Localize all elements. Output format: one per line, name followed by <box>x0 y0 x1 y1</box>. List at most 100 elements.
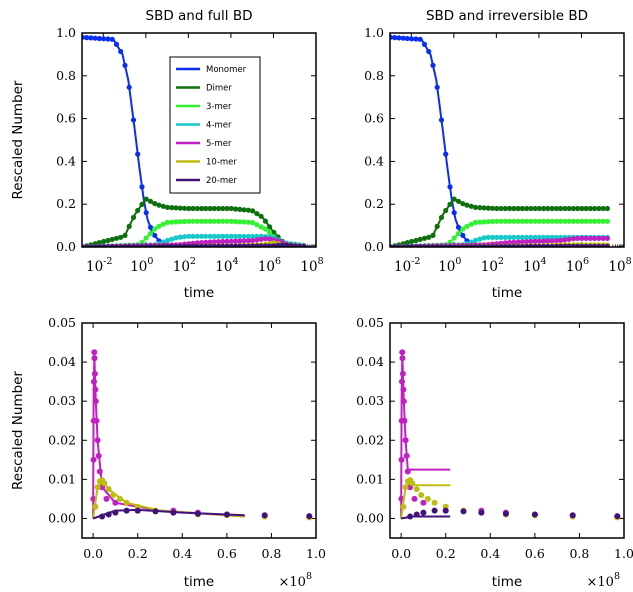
x-tick-label: 0.4 <box>172 546 192 561</box>
y-tick-label: 0.01 <box>356 471 384 486</box>
x-tick-exponent: 2 <box>190 256 196 267</box>
data-point-5-mer <box>233 238 239 244</box>
data-point-10-mer <box>409 480 416 487</box>
data-point-dimer <box>169 205 175 211</box>
data-point-4-mer <box>224 233 230 239</box>
data-point-dimer <box>536 205 542 212</box>
data-point-dimer <box>451 196 457 202</box>
data-point-5-mer <box>541 238 547 244</box>
x-tick-exponent: 4 <box>232 256 238 267</box>
plot-area <box>390 34 611 247</box>
data-point-20-mer <box>301 243 307 247</box>
x-offset-label: ×108 <box>587 571 620 590</box>
data-point-4-mer <box>528 234 534 240</box>
y-tick-label: 0.2 <box>56 196 76 211</box>
data-point-dimer <box>254 211 260 217</box>
x-tick-label: 0.6 <box>217 546 237 561</box>
data-point-20-mer <box>528 243 534 247</box>
data-point-dimer <box>203 205 209 212</box>
data-point-5-mer <box>103 495 110 502</box>
data-point-3-mer <box>455 230 462 237</box>
data-point-dimer <box>160 203 166 209</box>
series-line-5-mer <box>400 354 451 519</box>
data-point-3-mer <box>558 218 564 224</box>
x-axis-label: time <box>184 285 215 301</box>
data-point-20-mer <box>123 507 130 514</box>
y-tick-label: 0.03 <box>48 393 76 408</box>
x-tick-label: 106 <box>258 256 281 275</box>
data-point-3-mer <box>262 226 268 232</box>
data-point-3-mer <box>464 223 470 229</box>
data-point-3-mer <box>245 219 251 225</box>
data-point-5-mer <box>95 452 102 459</box>
data-point-20-mer <box>241 243 247 247</box>
data-point-3-mer <box>258 224 264 230</box>
x-tick-label: 100 <box>130 256 153 275</box>
data-point-5-mer <box>545 238 551 244</box>
data-point-dimer <box>186 205 192 212</box>
legend-label: 4-mer <box>206 121 232 131</box>
data-point-20-mer <box>541 243 547 247</box>
data-point-20-mer <box>203 243 209 247</box>
y-tick-label: 0.01 <box>48 471 76 486</box>
data-point-dimer <box>147 198 154 204</box>
data-point-dimer <box>494 205 500 212</box>
data-point-dimer <box>96 240 102 246</box>
x-tick-base: 10 <box>481 259 498 275</box>
data-point-3-mer <box>237 219 243 225</box>
data-point-4-mer <box>532 234 538 240</box>
data-point-10-mer <box>418 492 425 498</box>
data-point-20-mer <box>105 511 112 518</box>
data-point-10-mer <box>400 503 407 510</box>
data-point-20-mer <box>194 243 200 247</box>
data-point-10-mer <box>101 480 108 487</box>
data-point-5-mer <box>90 456 97 463</box>
data-point-monomer <box>455 224 462 230</box>
data-point-3-mer <box>173 219 179 225</box>
x-tick-base: 10 <box>130 259 147 275</box>
data-point-5-mer <box>558 237 564 244</box>
data-point-dimer <box>570 205 577 212</box>
x-axis-label: time <box>184 574 215 590</box>
data-point-5-mer <box>403 452 410 459</box>
data-point-dimer <box>438 214 445 221</box>
x-tick-label: 1.0 <box>306 546 326 561</box>
data-point-3-mer <box>164 219 171 225</box>
data-point-5-mer <box>91 370 98 377</box>
data-point-20-mer <box>112 509 119 516</box>
data-point-5-mer <box>216 239 222 245</box>
data-point-dimer <box>126 223 132 229</box>
data-point-3-mer <box>186 218 192 224</box>
data-point-dimer <box>267 224 273 230</box>
data-point-dimer <box>549 205 555 212</box>
data-point-3-mer <box>143 235 149 241</box>
x-tick-exponent: 0 <box>147 256 153 267</box>
data-point-5-mer <box>587 235 594 241</box>
data-point-20-mer <box>420 509 427 516</box>
data-point-3-mer <box>489 218 496 225</box>
panel-2: SBD and irreversible BD time 0.0 0.2 0.4 0.6 0… <box>364 8 632 301</box>
x-tick-label: 1.0 <box>614 546 633 561</box>
x-tick-label: 10-2 <box>394 256 420 275</box>
data-point-20-mer <box>600 243 606 247</box>
data-point-3-mer <box>524 218 530 224</box>
data-point-dimer <box>139 201 145 207</box>
data-point-dimer <box>211 205 217 212</box>
data-point-dimer <box>596 205 602 212</box>
data-point-dimer <box>592 205 598 212</box>
data-point-monomer <box>421 41 428 48</box>
data-point-4-mer <box>502 234 508 240</box>
data-point-4-mer <box>190 233 196 239</box>
x-tick-label: 106 <box>566 256 589 275</box>
data-point-dimer <box>532 205 538 212</box>
data-point-monomer <box>396 35 402 41</box>
data-point-4-mer <box>477 236 483 242</box>
y-tick-label: 0.03 <box>356 393 384 408</box>
data-point-dimer <box>434 223 440 229</box>
x-tick-base: 10 <box>300 259 317 275</box>
data-point-5-mer <box>94 437 101 444</box>
data-point-20-mer <box>279 242 285 247</box>
legend-label: Dimer <box>206 84 232 94</box>
data-point-dimer <box>468 203 474 209</box>
